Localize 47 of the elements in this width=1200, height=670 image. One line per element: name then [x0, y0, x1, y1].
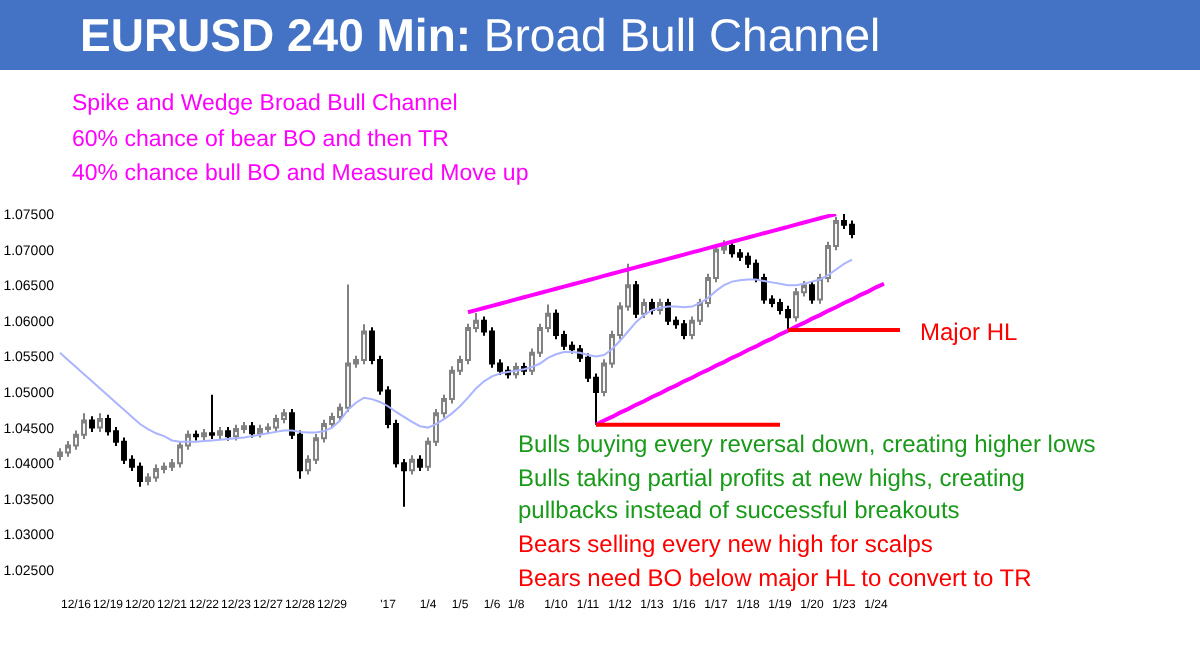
annotation: Bulls taking partial profits at new highs, creating: [518, 464, 1025, 492]
candlestick: [193, 429, 199, 442]
candlestick: [97, 412, 103, 433]
candlestick: [257, 423, 263, 439]
candlestick: [273, 413, 279, 433]
candlestick: [641, 297, 647, 319]
annotation: pullbacks instead of successful breakouts: [518, 496, 960, 524]
candlestick: [665, 297, 671, 327]
candlestick: [201, 428, 207, 442]
line-series: [594, 281, 886, 427]
candlestick: [817, 272, 823, 305]
candlestick: [265, 422, 271, 435]
candlestick: [785, 304, 791, 332]
candlestick: [161, 461, 167, 475]
candlestick: [89, 415, 95, 433]
candlestick: [153, 463, 159, 483]
candlestick: [417, 454, 423, 473]
candlestick: [281, 408, 287, 425]
candlestick: [409, 454, 415, 476]
candlestick: [249, 420, 255, 439]
candlestick: [57, 447, 63, 462]
candlestick: [793, 287, 799, 323]
text: Major HL: [920, 318, 1019, 346]
candlestick: [241, 420, 247, 435]
candlestick: [137, 461, 143, 488]
text: 40% chance bull BO and Measured Move up: [72, 162, 529, 186]
text: Spike and Wedge Broad Bull Channel: [72, 92, 458, 116]
candlestick: [809, 279, 815, 305]
line-series: [466, 214, 838, 315]
candlestick: [633, 279, 639, 319]
candlestick: [729, 240, 735, 259]
annotation: Bears need BO below major HL to convert to TR: [518, 564, 1033, 592]
candlestick: [737, 247, 743, 262]
text: 60% chance of bear BO and then TR: [72, 128, 449, 152]
candlestick: [841, 214, 847, 230]
chart-title: EURUSD 240 Min: Broad Bull Channel: [80, 9, 881, 62]
candlestick: [345, 283, 351, 413]
annotation: Bulls buying every reversal down, creating higher lows: [518, 430, 1096, 458]
candlestick: [217, 425, 223, 440]
candlestick: [849, 219, 855, 240]
candlestick: [681, 319, 687, 341]
annotation: Bears selling every new high for scalps: [518, 530, 933, 558]
candlestick: [145, 472, 151, 487]
candlestick: [233, 423, 239, 442]
candlestick: [225, 425, 231, 442]
candlestick: [209, 393, 215, 440]
candlestick: [361, 323, 367, 366]
